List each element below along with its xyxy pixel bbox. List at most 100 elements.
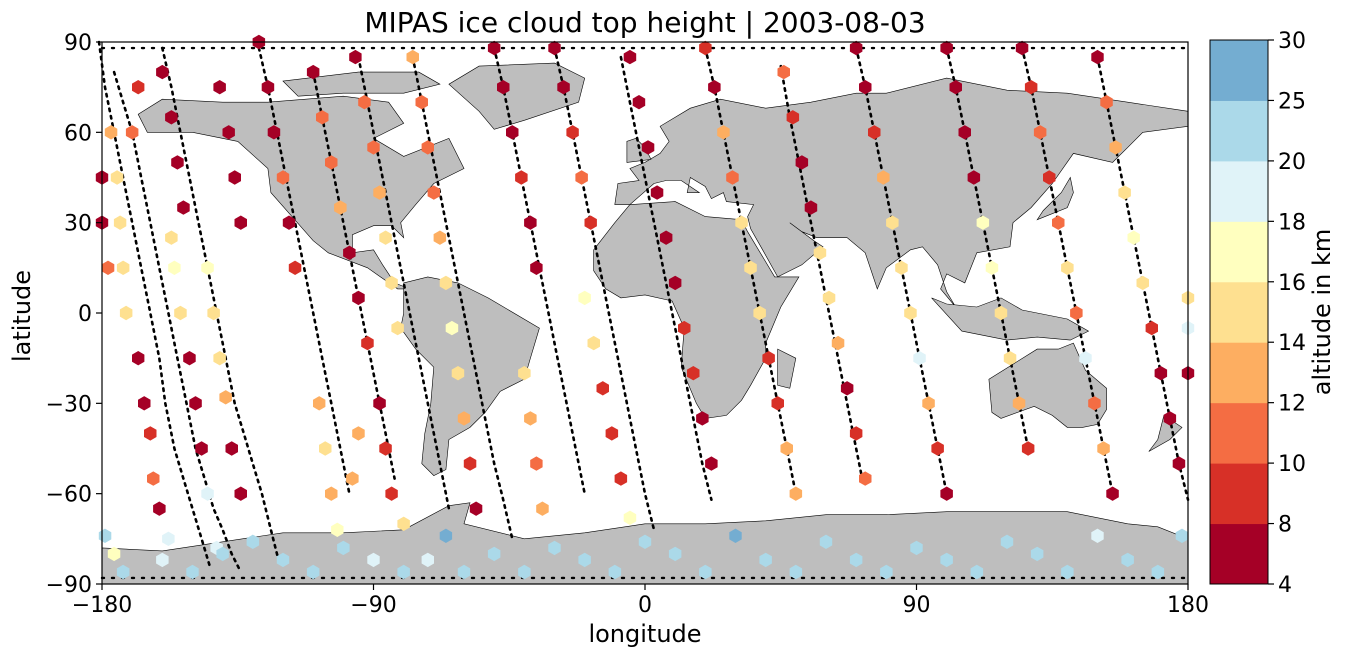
colorbar-segment (1210, 342, 1268, 404)
cloud-point-119 (771, 396, 784, 411)
landmass-south-america (400, 276, 540, 476)
cloud-point-130 (849, 426, 863, 441)
cloud-point-16 (125, 125, 139, 140)
colorbar-segment (1210, 463, 1268, 525)
cloud-point-45 (313, 396, 326, 411)
cloud-point-60 (367, 140, 380, 155)
cloud-point-47 (325, 486, 338, 501)
cloud-point-87 (524, 411, 537, 426)
cloud-point-64 (391, 320, 404, 336)
cloud-point-55 (361, 335, 374, 351)
cloud-point-75 (445, 320, 459, 336)
y-tick-label: 60 (64, 121, 92, 146)
cloud-point-36 (222, 125, 235, 140)
cloud-point-125 (804, 200, 818, 215)
x-tick-label: −90 (350, 593, 396, 618)
landmass-new-zealand (1148, 414, 1183, 452)
cloud-point-83 (515, 170, 528, 185)
cloud-point-196 (608, 564, 622, 580)
cloud-point-155 (1033, 125, 1047, 140)
cloud-point-195 (578, 552, 591, 568)
cloud-point-95 (578, 290, 591, 306)
colorbar-tick-label: 8 (1278, 513, 1292, 538)
cloud-point-139 (913, 351, 926, 366)
cloud-point-13 (153, 501, 166, 516)
colorbar-segment (1210, 281, 1268, 343)
cloud-point-201 (759, 552, 772, 568)
cloud-point-126 (813, 245, 827, 260)
cloud-point-159 (1070, 305, 1083, 321)
cloud-point-133 (859, 80, 872, 95)
cloud-point-76 (451, 366, 465, 381)
colorbar-tick-label: 12 (1278, 392, 1306, 417)
cloud-point-57 (346, 471, 359, 486)
cloud-point-7 (116, 260, 130, 275)
colorbar-tick-label: 25 (1278, 89, 1306, 114)
cloud-point-52 (334, 200, 347, 215)
cloud-point-122 (777, 64, 790, 80)
cloud-point-190 (439, 528, 453, 543)
cloud-point-191 (457, 564, 471, 580)
cloud-point-84 (524, 215, 537, 230)
cloud-point-209 (1000, 534, 1014, 549)
cloud-point-61 (373, 185, 386, 200)
landmass-japan (1036, 176, 1074, 221)
cloud-point-3 (101, 260, 115, 275)
cloud-point-172 (1163, 411, 1177, 426)
orbit-track-4 (257, 46, 351, 495)
cloud-point-179 (116, 564, 130, 580)
x-tick-label: 0 (638, 593, 652, 618)
cloud-point-146 (967, 170, 981, 185)
landmass-madagascar (777, 348, 797, 389)
cloud-point-181 (186, 564, 199, 580)
cloud-point-187 (367, 552, 380, 568)
cloud-point-123 (786, 110, 800, 125)
colorbar-label: altitude in km (1308, 229, 1336, 396)
cloud-point-58 (349, 49, 362, 65)
cloud-point-132 (849, 40, 863, 56)
cloud-point-162 (1097, 441, 1110, 456)
cloud-point-73 (433, 230, 447, 245)
cloud-point-170 (1145, 320, 1158, 336)
cloud-point-23 (174, 305, 187, 321)
cloud-point-117 (753, 305, 766, 321)
cloud-point-91 (557, 80, 570, 95)
cloud-point-197 (638, 534, 652, 549)
cloud-point-137 (895, 260, 908, 275)
cloud-point-147 (976, 215, 990, 230)
cloud-point-188 (397, 564, 410, 580)
cloud-point-129 (840, 381, 854, 396)
cloud-point-184 (276, 552, 290, 568)
cloud-point-143 (940, 40, 953, 56)
cloud-point-166 (1109, 140, 1122, 155)
cloud-point-192 (487, 546, 501, 562)
cloud-point-215 (1175, 528, 1189, 543)
cloud-point-50 (316, 110, 329, 125)
landmass-indonesia (931, 297, 1090, 341)
cloud-point-53 (343, 245, 356, 260)
cloud-point-67 (385, 486, 398, 501)
cloud-point-56 (352, 426, 365, 441)
cloud-point-105 (659, 230, 673, 245)
cloud-point-204 (849, 552, 863, 568)
cloud-point-206 (910, 540, 923, 556)
cloud-point-46 (319, 441, 332, 456)
cloud-point-11 (144, 426, 157, 441)
cloud-point-138 (904, 305, 917, 321)
cloud-point-207 (940, 552, 953, 568)
colorbar-tick-label: 30 (1278, 29, 1306, 54)
cloud-point-41 (267, 125, 281, 140)
colorbar-tick-label: 20 (1278, 150, 1306, 175)
y-tick-label: −30 (46, 392, 92, 417)
y-tick-label: −60 (46, 483, 92, 508)
cloud-point-33 (225, 441, 238, 456)
cloud-point-49 (306, 64, 320, 80)
landmass-north-america (137, 95, 465, 290)
orbit-track-2 (112, 70, 243, 574)
orbit-track-6 (357, 55, 451, 510)
cloud-point-31 (213, 351, 226, 366)
x-axis-label: longitude (588, 620, 701, 648)
cloud-point-165 (1100, 95, 1113, 110)
colorbar-segment (1210, 402, 1268, 464)
cloud-point-135 (877, 170, 890, 185)
